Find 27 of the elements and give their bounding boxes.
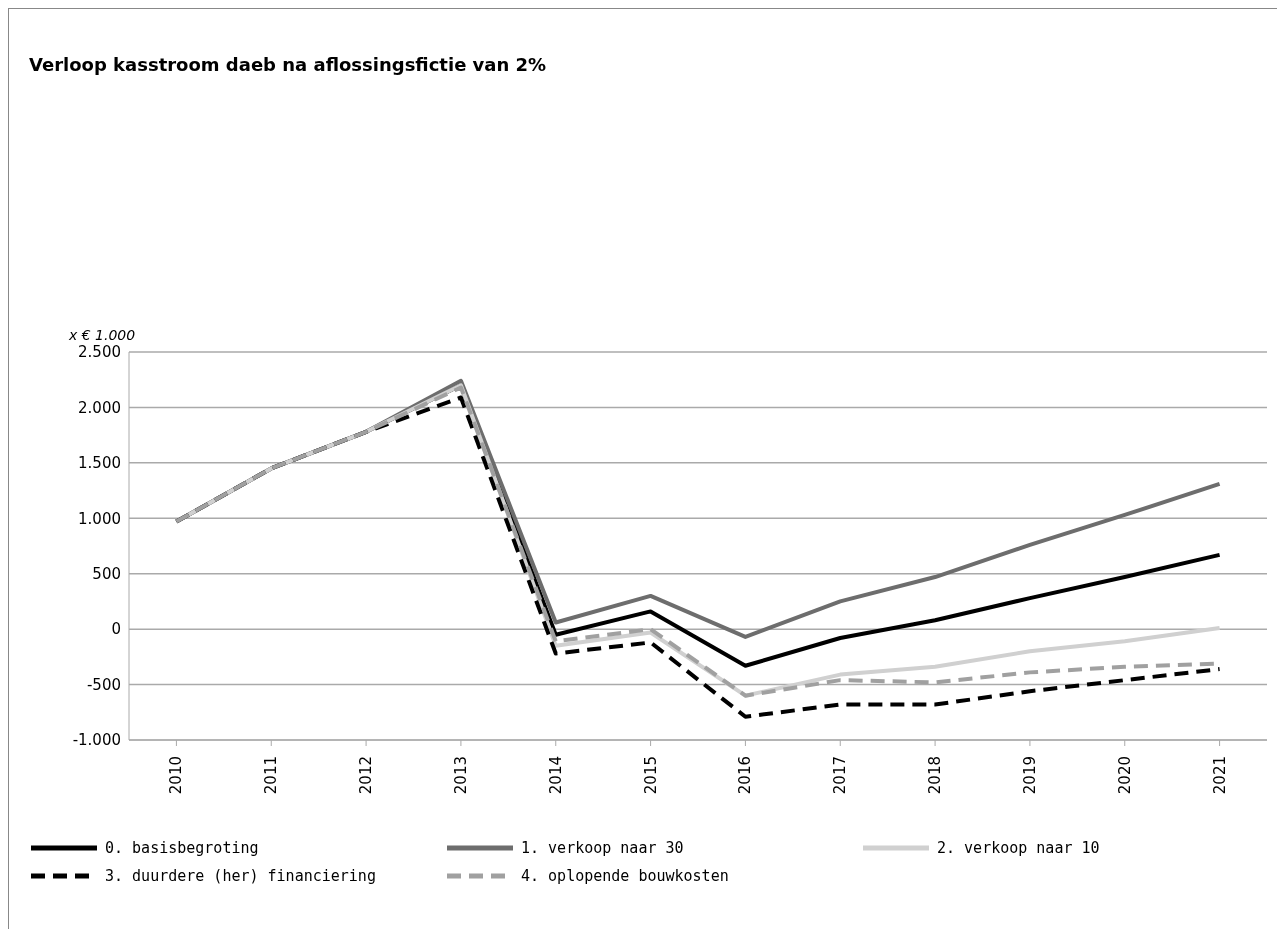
x-tick-label: 2013 (451, 756, 470, 795)
x-tick-label: 2011 (262, 756, 281, 795)
x-tick-label: 2019 (1020, 756, 1039, 795)
y-axis-title: x € 1.000 (69, 327, 136, 343)
chart-title: Verloop kasstroom daeb na aflossingsfictie van 2% (29, 54, 547, 75)
y-tick-label: -1.000 (72, 731, 121, 750)
x-tick-label: 2017 (831, 756, 850, 795)
y-tick-label: -500 (86, 675, 121, 694)
legend-label: 3. duurdere (her) financiering (105, 867, 376, 885)
x-tick-label: 2016 (736, 756, 755, 795)
x-tick-label: 2010 (167, 756, 186, 795)
x-tick-label: 2020 (1115, 756, 1134, 795)
legend-label: 1. verkoop naar 30 (521, 839, 684, 857)
x-tick-label: 2021 (1210, 756, 1229, 795)
y-tick-label: 1.000 (78, 509, 121, 528)
legend-label: 2. verkoop naar 10 (937, 839, 1100, 857)
legend-label: 0. basisbegroting (105, 839, 259, 857)
x-tick-label: 2014 (546, 756, 565, 795)
y-tick-label: 2.500 (78, 343, 121, 362)
y-tick-label: 2.000 (78, 398, 121, 417)
x-tick-label: 2018 (926, 756, 945, 795)
y-tick-label: 500 (92, 565, 121, 584)
x-tick-label: 2012 (357, 756, 376, 795)
x-tick-label: 2015 (641, 756, 660, 795)
y-tick-label: 1.500 (78, 454, 121, 473)
y-tick-label: 0 (111, 620, 121, 639)
legend-label: 4. oplopende bouwkosten (521, 867, 729, 885)
